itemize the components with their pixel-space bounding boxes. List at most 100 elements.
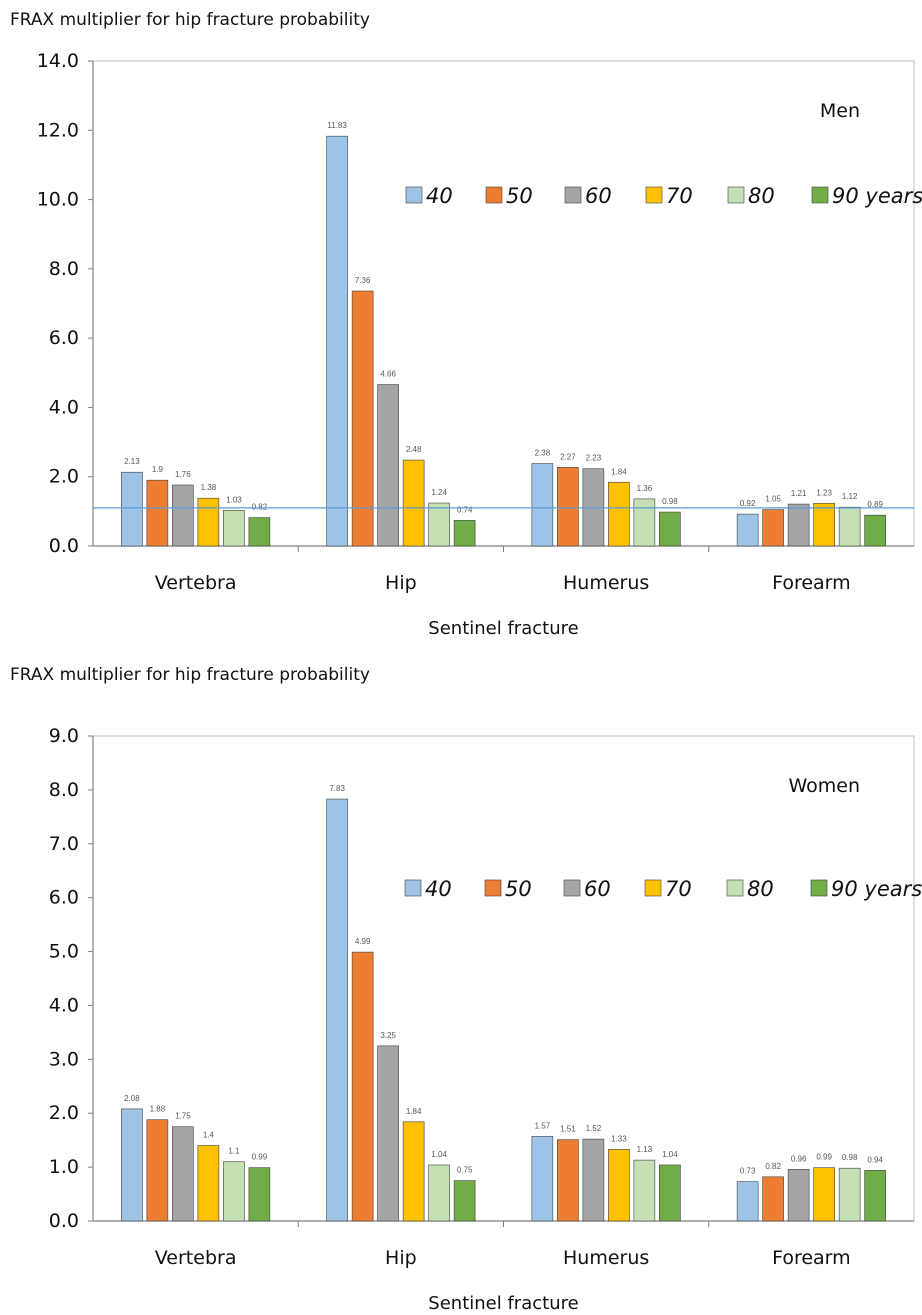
y-tick-label: 7.0 [49, 833, 79, 855]
data-label: 1.51 [560, 1125, 576, 1134]
bar [146, 1119, 169, 1222]
legend-swatch [645, 186, 663, 204]
data-label: 0.94 [867, 1155, 883, 1164]
bar [377, 384, 399, 547]
legend-swatch [811, 186, 829, 204]
legend-label: 50 [506, 184, 533, 208]
bar [557, 1139, 579, 1222]
data-label: 0.99 [252, 1153, 268, 1162]
bar [326, 798, 348, 1222]
legend-swatch [405, 186, 423, 204]
bar [633, 1159, 656, 1222]
data-label: 2.23 [586, 454, 602, 463]
bar [736, 513, 759, 547]
data-label: 11.83 [327, 121, 347, 130]
bar [248, 1167, 271, 1222]
bar [813, 1167, 835, 1222]
data-label: 1.13 [637, 1145, 653, 1154]
data-label: 1.12 [842, 492, 858, 501]
data-label: 0.92 [740, 499, 756, 508]
bar [453, 1180, 476, 1222]
data-label: 7.83 [329, 784, 345, 793]
bar [172, 484, 194, 547]
bar [787, 503, 810, 547]
legend-swatch [404, 879, 422, 897]
y-tick-label: 4.0 [49, 994, 79, 1016]
data-label: 0.82 [765, 1162, 781, 1171]
y-tick-label: 0.0 [49, 1210, 79, 1232]
data-label: 1.24 [431, 488, 447, 497]
legend-label: 80 [748, 184, 775, 208]
y-tick-label: 3.0 [49, 1048, 79, 1070]
legend-label: 60 [584, 877, 611, 901]
bar [172, 1126, 194, 1222]
data-label: 1.04 [662, 1150, 678, 1159]
bar [223, 510, 245, 547]
data-label: 1.38 [201, 483, 217, 492]
bar [864, 1170, 886, 1222]
bar [864, 514, 886, 547]
y-tick-label: 2.0 [49, 466, 79, 488]
data-label: 1.04 [431, 1150, 447, 1159]
chart-title-men: FRAX multiplier for hip fracture probabi… [10, 10, 370, 30]
panel-label: Women [788, 775, 860, 797]
category-label: Vertebra [155, 1247, 237, 1269]
category-label: Hip [385, 572, 417, 594]
category-label: Humerus [563, 1247, 649, 1269]
bar [326, 135, 348, 547]
chart-women-svg: 0.0 1.0 2.0 3.0 4.0 5.0 6.0 7.0 8.0 9.0 2.08 1.88 1.… [49, 725, 922, 1314]
bar [762, 1176, 784, 1222]
panel-label: Men [820, 100, 860, 122]
bar [351, 951, 374, 1222]
data-label: 0.74 [457, 505, 473, 514]
plot-frame [92, 60, 915, 547]
y-tick-label: 8.0 [49, 258, 79, 280]
bar [659, 1164, 681, 1222]
data-label: 1.84 [406, 1107, 422, 1116]
legend-label: 70 [666, 184, 693, 208]
legend-swatch [810, 879, 828, 897]
bar [428, 1164, 450, 1222]
chart-title-women: FRAX multiplier for hip fracture probabi… [10, 665, 370, 685]
legend-label: 70 [665, 877, 692, 901]
data-label: 3.25 [380, 1031, 396, 1040]
y-tick-label: 5.0 [49, 941, 79, 963]
y-tick-label: 2.0 [49, 1102, 79, 1124]
legend-label: 40 [426, 184, 453, 208]
legend-swatch [563, 879, 581, 897]
bar [838, 1167, 861, 1222]
bar [223, 1161, 245, 1222]
bar [248, 517, 271, 547]
data-label: 0.89 [867, 500, 883, 509]
data-label: 1.57 [535, 1121, 551, 1130]
chart-men: FRAX multiplier for hip fracture probabi… [0, 0, 922, 655]
bar [146, 479, 169, 547]
chart-men-svg: 0.0 2.0 4.0 6.0 8.0 10.0 12.0 14.0 2.13 1.9 1.76 1.… [37, 50, 922, 639]
legend-label: 90 years [832, 184, 922, 208]
data-label: 0.75 [457, 1166, 473, 1175]
bar [736, 1181, 759, 1222]
data-label: 1.84 [611, 467, 627, 476]
category-label: Vertebra [155, 572, 237, 594]
data-label: 1.52 [586, 1124, 602, 1133]
bar [608, 481, 630, 547]
bar [659, 511, 681, 547]
data-label: 1.88 [150, 1105, 166, 1114]
legend-label: 80 [747, 877, 774, 901]
legend-swatch [564, 186, 582, 204]
y-tick-label: 6.0 [49, 887, 79, 909]
data-label: 1.9 [152, 465, 164, 474]
bar [377, 1045, 399, 1222]
data-label: 2.08 [124, 1094, 140, 1103]
data-label: 1.36 [637, 484, 653, 493]
data-label: 1.21 [791, 489, 807, 498]
data-label: 4.99 [355, 937, 371, 946]
y-tick-label: 4.0 [49, 396, 79, 418]
legend-label: 40 [425, 877, 452, 901]
legend-label: 90 years [831, 877, 922, 901]
y-tick-label: 10.0 [37, 189, 79, 211]
bar [608, 1149, 630, 1222]
bar [787, 1168, 810, 1222]
legend-swatch [484, 879, 502, 897]
bar [557, 467, 579, 547]
